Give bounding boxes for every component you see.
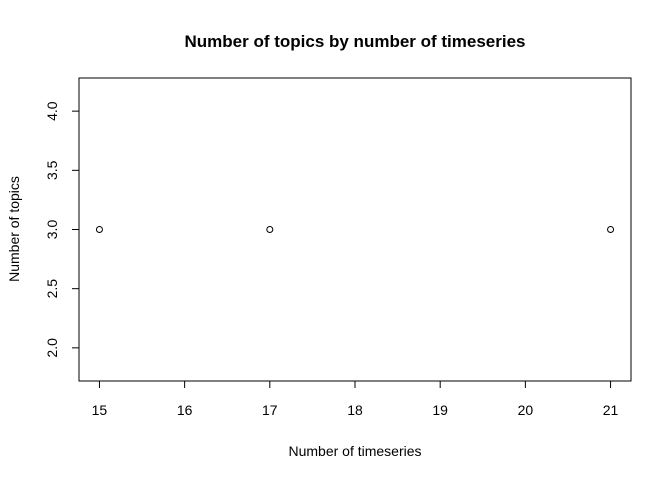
x-tick-label: 18: [347, 402, 363, 418]
x-tick-label: 17: [262, 402, 278, 418]
plot-frame: [78, 77, 632, 382]
data-point: [607, 226, 615, 233]
data-point: [95, 226, 103, 233]
data-point: [266, 226, 274, 233]
y-tick-label: 2.0: [44, 338, 60, 358]
x-tick-label: 19: [432, 402, 448, 418]
x-tick-label: 16: [177, 402, 193, 418]
y-tick-label: 3.5: [44, 160, 60, 180]
data-points: [95, 226, 615, 233]
y-axis-label: Number of topics: [6, 176, 22, 282]
y-axis: 2.0 2.5 3.0 3.5 4.0: [44, 101, 80, 358]
y-tick-label: 2.5: [44, 279, 60, 299]
x-tick-label: 21: [603, 402, 619, 418]
y-tick-label: 4.0: [44, 101, 60, 121]
y-tick-label: 3.0: [44, 220, 60, 240]
x-axis: 15 16 17 18 19 20 21: [92, 380, 619, 418]
x-axis-label: Number of timeseries: [288, 443, 421, 459]
x-tick-label: 15: [92, 402, 108, 418]
x-tick-label: 20: [518, 402, 534, 418]
chart-title: Number of topics by number of timeseries: [184, 32, 525, 51]
